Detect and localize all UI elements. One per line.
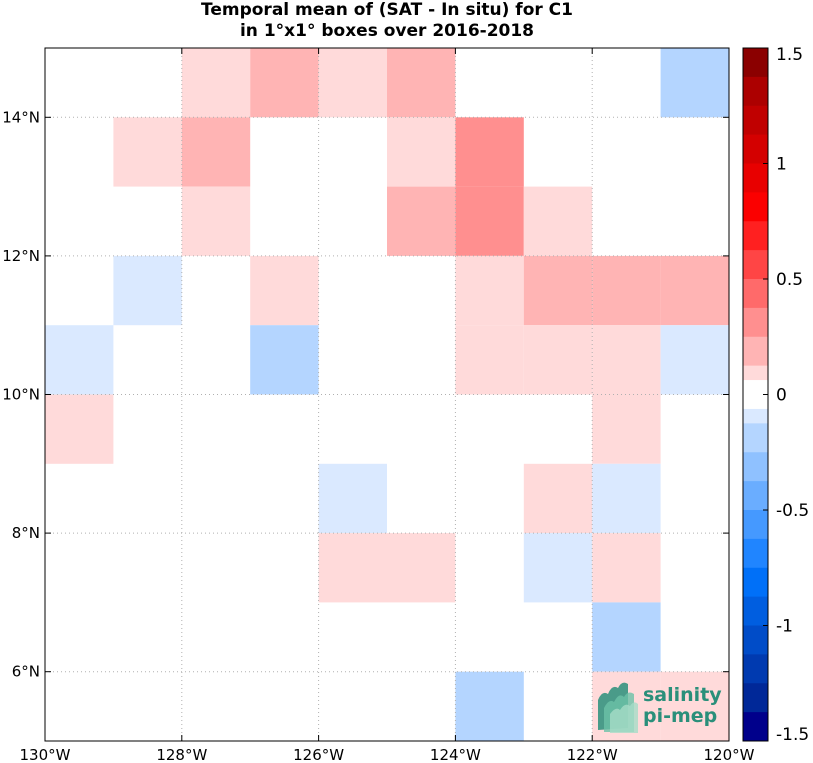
colorbar-segment [743,625,768,655]
heatmap-cell [592,325,661,395]
chart-title: Temporal mean of (SAT - In situ) for C1 [201,0,573,20]
colorbar-tick-label: 0.5 [776,270,803,290]
x-tick-label: 126°W [293,746,344,763]
x-tick-label: 130°W [20,746,71,763]
heatmap-cell [113,255,182,326]
colorbar-segment [743,538,768,569]
heatmap-cell [318,463,387,534]
y-tick-label: 12°N [2,247,40,265]
heatmap-cell [455,325,524,395]
x-tick-label: 124°W [430,746,481,763]
heatmap-cell [523,533,593,603]
colorbar-segment [743,683,768,713]
heatmap-cell [387,533,456,603]
colorbar-segment [743,134,768,164]
colorbar-segment [743,510,768,540]
heatmap-cell [523,186,593,256]
colorbar-segment [743,48,768,78]
colorbar-segment [743,105,768,136]
x-axis-labels: 130°W 128°W 126°W 124°W 122°W 120°W [20,746,755,763]
colorbar-segment [743,596,768,626]
heatmap-cell [387,186,456,256]
y-tick-label: 6°N [12,663,40,681]
y-tick-label: 14°N [2,108,40,126]
heatmap-cell [455,255,524,326]
heatmap-cell [45,325,114,395]
waves-icon [598,682,638,733]
colorbar-segment [743,423,768,453]
heatmap-cell [592,602,661,672]
colorbar-tick-label: -1 [776,617,793,637]
colorbar-segment [743,452,768,482]
x-tick-label: 122°W [567,746,618,763]
heatmap-cell [592,255,661,326]
colorbar-segment [743,279,768,309]
colorbar-tick-label: 1.5 [776,45,803,65]
colorbar-segment [743,250,768,280]
heatmap-cell [660,671,729,741]
chart-subtitle: in 1°x1° boxes over 2016-2018 [239,21,535,41]
heatmap-cell [455,117,524,187]
heatmap-cell [250,255,319,326]
colorbar: 1.5 1 0.5 0 -0.5 -1 -1.5 [742,45,809,745]
x-tick-label: 128°W [156,746,207,763]
heatmap-cell [250,48,319,118]
heatmap-cell [592,533,661,603]
colorbar-tick-label: 0 [776,386,787,406]
logo-line-2: pi-mep [643,705,717,727]
heatmap-cell [250,325,319,395]
colorbar-segment [743,76,768,107]
colorbar-segment [743,336,768,367]
colorbar-tick-label: -1.5 [776,725,809,745]
colorbar-segment [743,654,768,684]
y-tick-label: 10°N [2,386,40,404]
colorbar-tick-label: 1 [776,155,787,175]
logo-line-1: salinity [643,684,722,706]
heatmap-cell [660,255,729,326]
heatmap-cell [523,255,593,326]
colorbar-segment [743,567,768,598]
heatmap-cell [45,394,114,464]
colorbar-tick-label: -0.5 [776,501,809,521]
heatmap-cells [45,48,729,741]
heatmap-cell [181,48,251,118]
y-tick-label: 8°N [12,524,40,542]
axis-ticks [44,48,730,741]
heatmap-cell [455,671,524,741]
heatmap-cell [455,186,524,256]
colorbar-segment [743,712,768,742]
heatmap-cell [113,117,182,187]
heatmap-cell [387,117,456,187]
salinity-pimep-logo: salinity pi-mep [598,682,722,733]
colorbar-segment [743,307,768,338]
heatmap-cell [660,48,729,118]
heatmap-cell [387,48,456,118]
y-axis-labels: 6°N 8°N 10°N 12°N 14°N [2,108,40,680]
colorbar-segment [743,192,768,222]
colorbar-segment [743,163,768,193]
heatmap-cell [181,186,251,256]
heatmap-cell [660,325,729,395]
heatmap-cell [181,117,251,187]
heatmap-cell [318,48,387,118]
heatmap-cell [523,463,593,534]
colorbar-segment [743,481,768,511]
heatmap-cell [592,463,661,534]
heatmap-cell [592,394,661,464]
x-tick-label: 120°W [704,746,755,763]
heatmap-cell [318,533,387,603]
colorbar-segment [743,221,768,251]
heatmap-cell [523,325,593,395]
